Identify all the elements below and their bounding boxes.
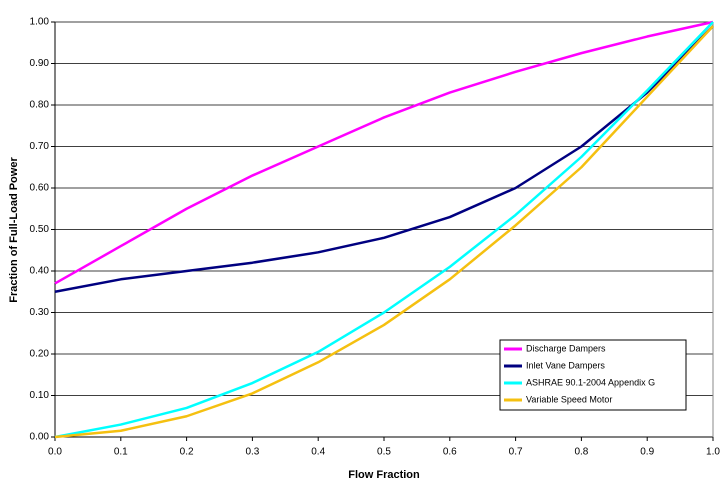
x-tick-label: 1.0 <box>706 447 720 458</box>
series-line <box>54 20 714 285</box>
y-tick-label: 0.50 <box>30 224 50 235</box>
legend-label: Inlet Vane Dampers <box>526 360 605 370</box>
y-tick-label: 0.60 <box>30 183 50 194</box>
y-axis-title: Fraction of Full-Load Power <box>8 157 20 303</box>
y-tick-label: 1.00 <box>30 17 50 28</box>
x-tick-label: 0.8 <box>574 447 588 458</box>
x-tick-label: 0.2 <box>180 447 194 458</box>
x-tick-label: 0.5 <box>377 447 391 458</box>
x-tick-label: 0.4 <box>311 447 325 458</box>
x-tick-label: 0.6 <box>443 447 457 458</box>
x-tick-label: 0.1 <box>114 447 128 458</box>
series-line <box>54 25 714 439</box>
y-tick-label: 0.20 <box>30 349 50 360</box>
legend-box <box>499 339 687 411</box>
legend-label: ASHRAE 90.1-2004 Appendix G <box>526 377 655 387</box>
y-tick-label: 0.70 <box>30 141 50 152</box>
x-tick-label: 0.0 <box>48 447 62 458</box>
series-line <box>54 25 714 293</box>
x-axis-title: Flow Fraction <box>348 469 420 481</box>
x-tick-label: 0.7 <box>509 447 523 458</box>
y-tick-label: 0.30 <box>30 307 50 318</box>
y-tick-label: 0.80 <box>30 100 50 111</box>
series-line <box>54 21 714 439</box>
y-tick-label: 0.90 <box>30 58 50 69</box>
y-tick-label: 0.00 <box>30 432 50 443</box>
x-tick-label: 0.9 <box>640 447 654 458</box>
y-tick-label: 0.40 <box>30 266 50 277</box>
y-tick-label: 0.10 <box>30 390 50 401</box>
x-tick-label: 0.3 <box>245 447 259 458</box>
legend-label: Discharge Dampers <box>526 343 606 353</box>
legend-label: Variable Speed Motor <box>526 394 612 404</box>
